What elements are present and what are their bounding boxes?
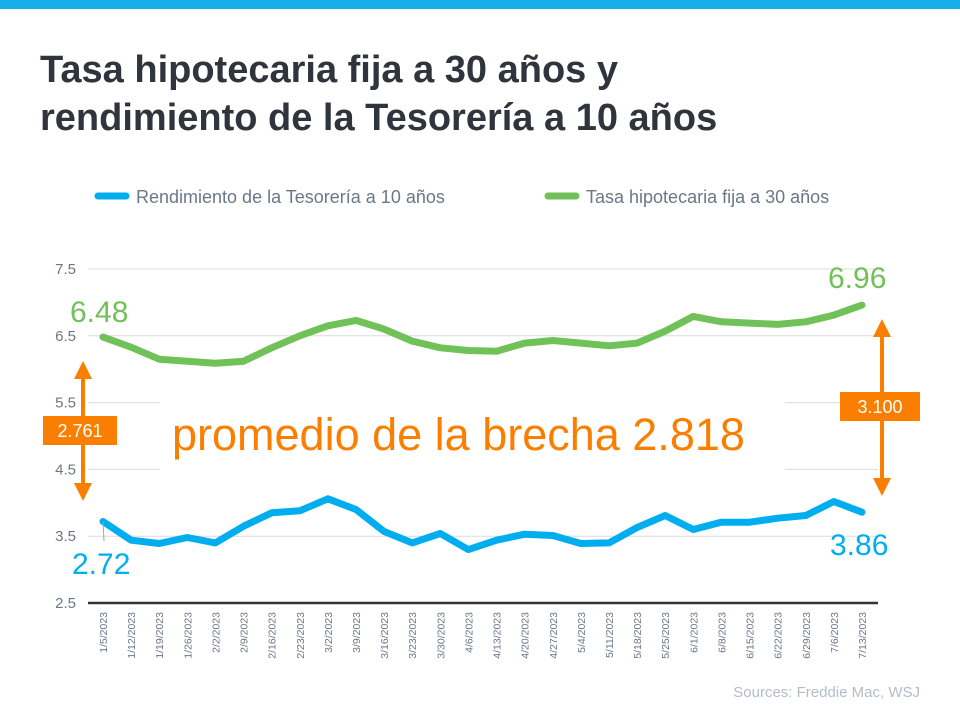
x-tick-label: 1/26/2023 (182, 612, 194, 659)
x-tick-label: 7/13/2023 (857, 612, 869, 659)
x-tick-label: 3/16/2023 (379, 612, 391, 659)
top-accent-bar (0, 0, 960, 9)
x-tick-label: 6/15/2023 (745, 612, 757, 659)
x-tick-label: 3/23/2023 (407, 612, 419, 659)
x-tick-label: 3/2/2023 (323, 612, 335, 653)
x-tick-label: 5/11/2023 (604, 612, 616, 658)
x-tick-label: 4/20/2023 (520, 612, 532, 659)
y-tick-label: 3.5 (55, 528, 76, 545)
gap-end-badge (840, 392, 920, 421)
y-tick-label: 4.5 (55, 461, 76, 478)
gap-start-down-arrow-icon (74, 483, 92, 501)
gap-end-down-arrow-icon (873, 478, 891, 496)
mortgage-line (99, 301, 866, 367)
x-tick-label: 1/19/2023 (154, 612, 166, 659)
x-tick-label: 3/30/2023 (435, 612, 447, 659)
gap-end-up-arrow-icon (873, 319, 891, 337)
gap-start-up-arrow-icon (74, 361, 92, 379)
y-tick-label: 6.5 (55, 328, 76, 345)
legend-label: Rendimiento de la Tesorería a 10 años (136, 187, 445, 207)
gap-start-value: 2.761 (57, 421, 102, 441)
gap-end-value: 3.100 (857, 397, 902, 417)
x-tick-label: 1/12/2023 (126, 612, 138, 659)
x-tick-label: 6/29/2023 (801, 612, 813, 659)
y-tick-label: 2.5 (55, 595, 76, 612)
mortgage-end-label: 6.96 (828, 262, 886, 295)
y-tick-label: 5.5 (55, 395, 76, 412)
treasury-start-label: 2.72 (72, 548, 130, 581)
x-tick-label: 5/4/2023 (576, 612, 588, 653)
title-line-1: Tasa hipotecaria fija a 30 años y (40, 49, 618, 91)
gap-average-label: promedio de la brecha 2.818 (172, 409, 745, 460)
treasury-end-label: 3.86 (830, 529, 888, 562)
x-tick-label: 5/25/2023 (660, 612, 672, 659)
x-tick-label: 4/27/2023 (548, 612, 560, 659)
legend-label: Tasa hipotecaria fija a 30 años (586, 187, 829, 207)
x-tick-label: 2/2/2023 (210, 612, 222, 653)
x-tick-label: 5/18/2023 (632, 612, 644, 659)
x-tick-label: 4/13/2023 (492, 612, 504, 659)
treasury-line (99, 495, 866, 554)
x-tick-label: 2/23/2023 (295, 612, 307, 659)
mortgage-start-label: 6.48 (70, 296, 128, 329)
x-tick-label: 6/1/2023 (688, 612, 700, 653)
source-note: Sources: Freddie Mac, WSJ (733, 684, 920, 701)
chart-title: Tasa hipotecaria fija a 30 años y rendimi… (40, 46, 717, 142)
x-tick-label: 2/16/2023 (267, 612, 279, 659)
x-tick-label: 2/9/2023 (239, 612, 251, 653)
x-tick-label: 7/6/2023 (829, 612, 841, 653)
leader-line (102, 521, 105, 542)
title-line-2: rendimiento de la Tesorería a 10 años (40, 97, 718, 139)
x-tick-label: 6/8/2023 (716, 612, 728, 653)
gap-start-badge (43, 416, 117, 445)
x-tick-label: 3/9/2023 (351, 612, 363, 653)
y-tick-label: 7.5 (55, 261, 76, 278)
x-tick-label: 6/22/2023 (773, 612, 785, 659)
x-tick-label: 4/6/2023 (463, 612, 475, 653)
x-tick-label: 1/5/2023 (98, 612, 110, 653)
